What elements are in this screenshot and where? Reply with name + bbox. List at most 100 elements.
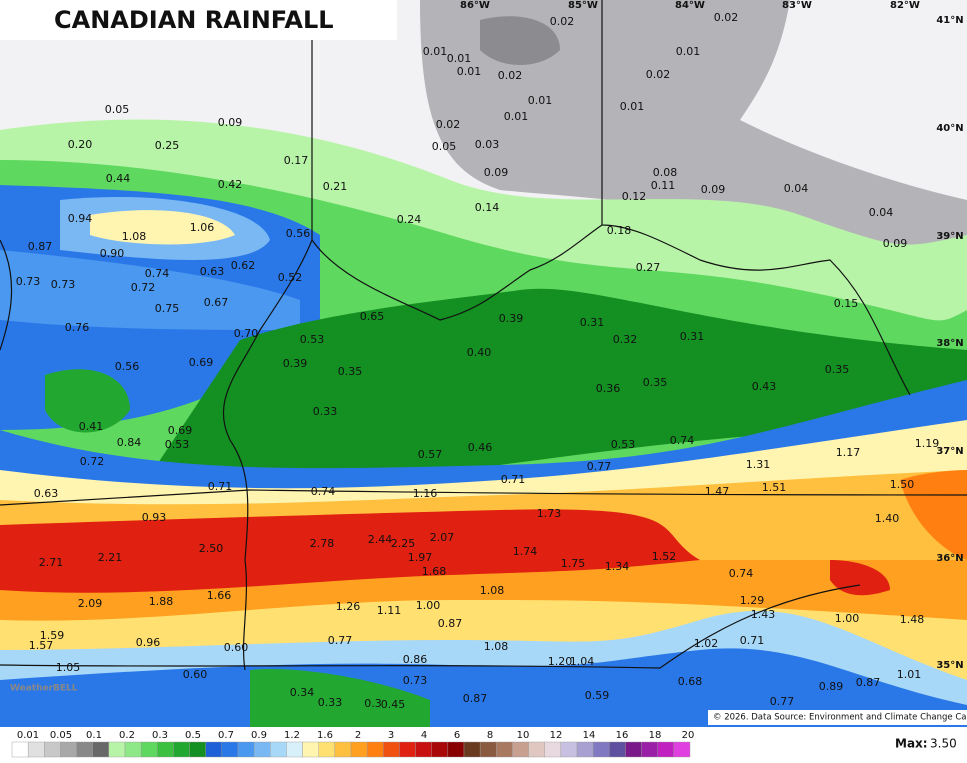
value-label: 0.09 [883,237,908,250]
value-label: 0.14 [475,201,500,214]
value-label: 0.01 [457,65,482,78]
value-label: 1.06 [190,221,215,234]
value-label: 1.66 [207,589,232,602]
legend-swatch [383,741,400,758]
legend-label: 1.2 [284,730,300,741]
legend-swatch [124,741,142,758]
value-label: 0.03 [475,138,500,151]
value-label: 2.21 [98,551,123,564]
legend-label: 0.9 [251,730,267,741]
legend-swatch [60,741,77,758]
value-label: 0.71 [501,473,526,486]
value-label: 0.62 [231,259,256,272]
value-label: 1.73 [537,507,562,520]
value-label: 0.09 [701,183,726,196]
value-label: 1.01 [897,668,922,681]
value-label: 0.94 [68,212,93,225]
value-label: 0.15 [834,297,859,310]
value-label: 0.27 [636,261,661,274]
value-label: 0.73 [403,674,428,687]
legend-label: 0.01 [17,730,39,741]
value-label: 0.04 [869,206,894,219]
value-label: 0.42 [218,178,243,191]
value-label: 0.69 [189,356,214,369]
legend-swatch [625,741,642,758]
legend-swatch [350,741,368,758]
legend-swatch [205,741,223,758]
value-label: 0.04 [784,182,809,195]
value-label: 1.34 [605,560,630,573]
legend-label: 14 [583,730,596,741]
legend-swatch [11,741,29,758]
legend-swatch [173,741,190,758]
value-label: 0.69 [168,424,193,437]
legend-label: 16 [616,730,629,741]
value-label: 1.74 [513,545,538,558]
legend-label: 0.7 [218,730,234,741]
legend-swatch [399,741,416,758]
legend-label: 0.05 [50,730,72,741]
value-label: 2.25 [391,537,416,550]
value-label: 1.05 [56,661,81,674]
latitude-label: 40°N [936,123,963,134]
legend-swatch [92,741,110,758]
value-label: 0.52 [278,271,303,284]
value-label: 0.12 [622,190,647,203]
value-label: 0.33 [313,405,338,418]
value-label: 1.57 [29,639,54,652]
legend-label: 1.6 [317,730,333,741]
value-label: 1.50 [890,478,915,491]
max-value: 3.50 [930,737,957,751]
value-label: 1.59 [40,629,65,642]
legend-label: 12 [550,730,563,741]
legend-swatch [609,741,626,758]
value-label: 0.76 [65,321,90,334]
value-label: 1.75 [561,557,586,570]
longitude-label: 85°W [568,0,598,11]
value-label: 0.11 [651,179,676,192]
longitude-label: 83°W [782,0,812,11]
legend-swatch [221,741,239,758]
rain-field [0,0,967,727]
legend-label: 0.2 [119,730,135,741]
value-label: 1.51 [762,481,787,494]
value-label: 0.53 [300,333,325,346]
value-label: 0.05 [105,103,130,116]
value-label: 0.34 [290,686,315,699]
value-label: 0.59 [585,689,610,702]
value-label: 1.04 [570,655,595,668]
legend-label: 10 [517,730,530,741]
value-label: 1.17 [836,446,861,459]
value-label: 1.97 [408,551,433,564]
value-label: 0.17 [284,154,309,167]
value-label: 0.01 [528,94,553,107]
value-label: 2.71 [39,556,64,569]
value-label: 0.56 [286,227,311,240]
value-label: 1.40 [875,512,900,525]
copyright: © 2026. Data Source: Environment and Cli… [713,713,967,723]
value-label: 1.20 [548,655,573,668]
value-label: 1.29 [740,594,765,607]
latitude-label: 35°N [936,660,963,671]
legend-swatch [27,741,45,758]
value-label: 0.74 [729,567,754,580]
value-label: 2.09 [78,597,103,610]
legend-swatch [528,741,545,758]
value-label: 2.44 [368,533,393,546]
legend-label: 0.1 [86,730,102,741]
value-label: 0.87 [856,676,881,689]
value-label: 0.96 [136,636,161,649]
value-label: 0.74 [145,267,170,280]
legend-swatch [318,741,336,758]
value-label: 0.77 [770,695,795,708]
legend-swatch [544,741,562,758]
value-label: 0.18 [607,224,632,237]
legend-label: 6 [454,730,460,741]
value-label: 0.72 [80,455,105,468]
latitude-label: 41°N [936,15,963,26]
latitude-label: 37°N [936,446,963,457]
value-label: 0.08 [653,166,678,179]
value-label: 1.08 [484,640,509,653]
legend-swatch [189,741,206,758]
value-label: 1.19 [915,437,940,450]
